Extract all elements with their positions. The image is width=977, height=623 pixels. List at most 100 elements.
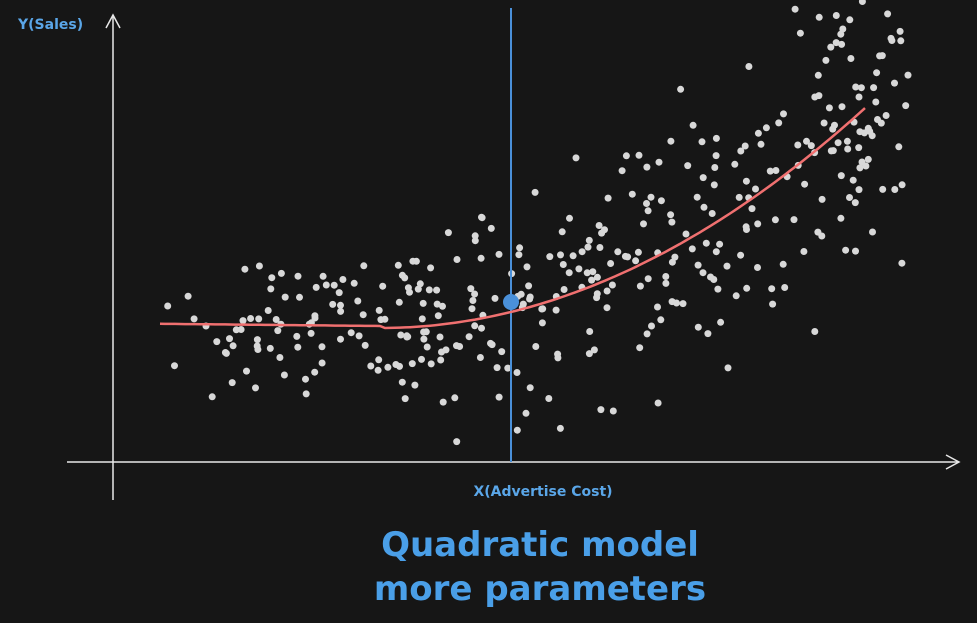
data-dot [657,197,665,205]
data-dot [837,30,845,38]
data-dot [693,193,701,201]
data-dot [710,276,718,283]
data-dot [560,286,568,293]
data-dot [815,13,823,21]
data-dot [771,216,779,224]
data-dot [668,218,676,226]
data-dot [266,344,274,352]
data-dot [857,84,865,92]
data-dot [878,52,886,60]
data-dot [375,356,383,364]
data-dot [864,155,872,163]
data-dot [522,409,530,417]
data-dot [657,316,665,324]
data-dot [418,355,425,363]
data-dot [708,210,716,217]
data-dot [904,71,912,79]
data-dot [741,142,749,150]
data-dot [347,329,355,337]
data-dot [879,185,887,193]
data-dot [268,274,276,282]
data-dot [800,248,808,255]
data-dot [603,304,611,312]
data-dot [852,247,859,255]
data-dot [241,265,249,273]
data-dot [545,395,553,402]
data-dot [704,330,712,338]
data-dot [873,69,881,77]
data-dot [471,322,479,330]
data-dot [699,174,707,182]
data-dot [487,339,494,347]
data-dot [404,333,412,341]
data-dot [525,282,533,290]
data-dot [274,327,282,335]
data-dot [593,290,601,298]
data-dot [648,322,655,330]
data-dot [852,83,860,91]
data-dot [643,163,651,171]
data-dot [585,350,593,358]
data-dot [532,343,540,350]
data-dot [851,199,859,207]
data-dot [820,119,828,127]
data-dot [668,258,676,266]
data-dot [874,116,881,123]
data-dot [394,261,402,269]
data-dot [354,297,362,305]
data-dot [694,261,702,269]
data-dot [566,214,573,222]
data-dot [723,262,731,270]
data-dot [221,349,229,356]
data-dot [825,104,833,112]
data-dot [294,272,302,280]
data-dot [330,281,338,289]
data-dot [329,300,337,308]
data-dot [557,251,564,259]
data-dot [643,330,651,338]
data-dot [603,287,611,295]
data-dot [754,264,761,271]
data-dot [896,27,904,35]
data-dot [556,424,564,432]
data-dot [558,228,566,236]
data-dot [515,251,523,259]
data-dot [491,294,499,302]
data-dot [379,282,387,290]
data-dot [766,167,774,175]
data-dot [752,185,759,193]
data-dot [337,307,345,315]
data-dot [277,269,285,277]
point-marker [503,294,519,310]
data-dot [406,288,413,296]
data-dot [465,333,473,341]
data-dot [384,363,392,371]
data-dot [682,230,690,238]
data-dot [858,0,866,5]
data-dot [884,10,892,18]
data-dot [416,280,424,288]
data-dot [493,364,501,372]
data-dot [846,194,853,201]
data-dot [731,160,739,168]
data-dot [869,228,876,236]
data-dot [264,307,272,314]
caption-line: Quadratic model [381,525,699,565]
data-dot [589,268,597,276]
data-dot [453,342,460,350]
data-dot [636,344,644,352]
data-dot [247,315,255,322]
data-dot [190,315,198,323]
data-dot [276,354,284,361]
data-dot [280,371,288,379]
data-dot [779,260,787,268]
data-dot [307,329,315,337]
data-dot [807,142,815,150]
data-dot [604,194,612,202]
data-dot [698,138,706,146]
data-dot [360,262,368,270]
data-dot [411,381,419,389]
data-dot [513,426,521,434]
data-dot [559,261,567,268]
